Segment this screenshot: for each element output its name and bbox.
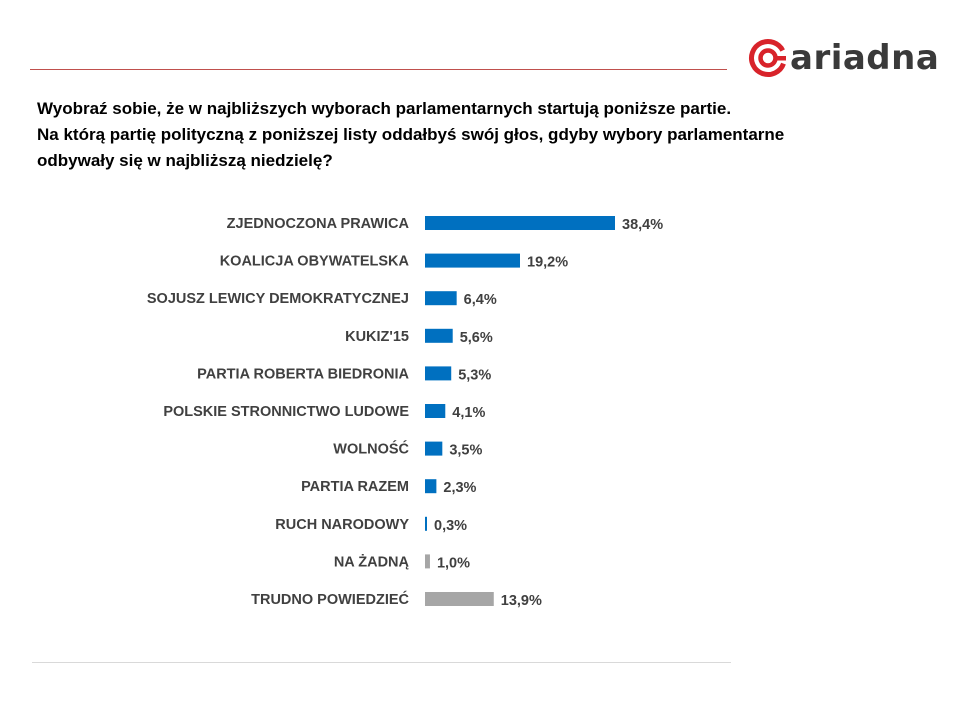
ariadna-logo-icon [749,39,787,77]
logo-text: ariadna [790,38,940,78]
question-line-1: Wyobraź sobie, że w najbliższych wyborac… [37,99,732,118]
bar [425,291,457,306]
bar [425,516,427,531]
category-label: ZJEDNOCZONA PRAWICA [227,216,410,232]
footer-divider [32,662,731,663]
category-label: KOALICJA OBYWATELSKA [220,254,410,270]
value-label: 13,9% [501,593,542,609]
value-label: 1,0% [437,555,470,571]
value-label: 3,5% [449,443,482,459]
bar [425,554,430,569]
value-label: 6,4% [464,292,497,308]
category-label: POLSKIE STRONNICTWO LUDOWE [163,404,409,420]
bar [425,253,520,268]
value-label: 5,3% [458,367,491,383]
category-label: TRUDNO POWIEDZIEĆ [251,590,409,608]
value-label: 0,3% [434,518,467,534]
category-label: KUKIZ'15 [345,329,409,345]
value-label: 4,1% [452,405,485,421]
category-label: RUCH NARODOWY [275,517,409,533]
category-label: SOJUSZ LEWICY DEMOKRATYCZNEJ [147,291,409,307]
header-divider [30,69,727,70]
category-label: PARTIA RAZEM [301,479,409,495]
value-label: 19,2% [527,255,568,271]
bar [425,441,443,456]
ariadna-logo: ariadna [748,37,939,79]
bar [425,328,453,343]
poll-bar-chart-svg: ZJEDNOCZONA PRAWICA 38,4% KOALICJA OBYWATE… [147,216,663,609]
category-label: WOLNOŚĆ [333,440,409,458]
survey-question: Wyobraź sobie, że w najbliższych wyborac… [37,96,857,174]
poll-bar-chart: ZJEDNOCZONA PRAWICA 38,4% KOALICJA OBYWATE… [0,200,960,620]
bar [425,592,494,606]
value-label: 38,4% [622,217,663,233]
value-label: 5,6% [460,330,493,346]
category-label: PARTIA ROBERTA BIEDRONIA [197,366,409,382]
value-label: 2,3% [443,480,476,496]
bar [425,366,452,381]
bar [425,479,437,494]
bar [425,404,446,418]
category-label: NA ŻADNĄ [334,553,410,570]
question-line-3: odbywały się w najbliższą niedzielę? [37,151,333,170]
question-line-2: Na którą partię polityczną z poniższej l… [37,125,785,144]
bar [425,216,615,230]
